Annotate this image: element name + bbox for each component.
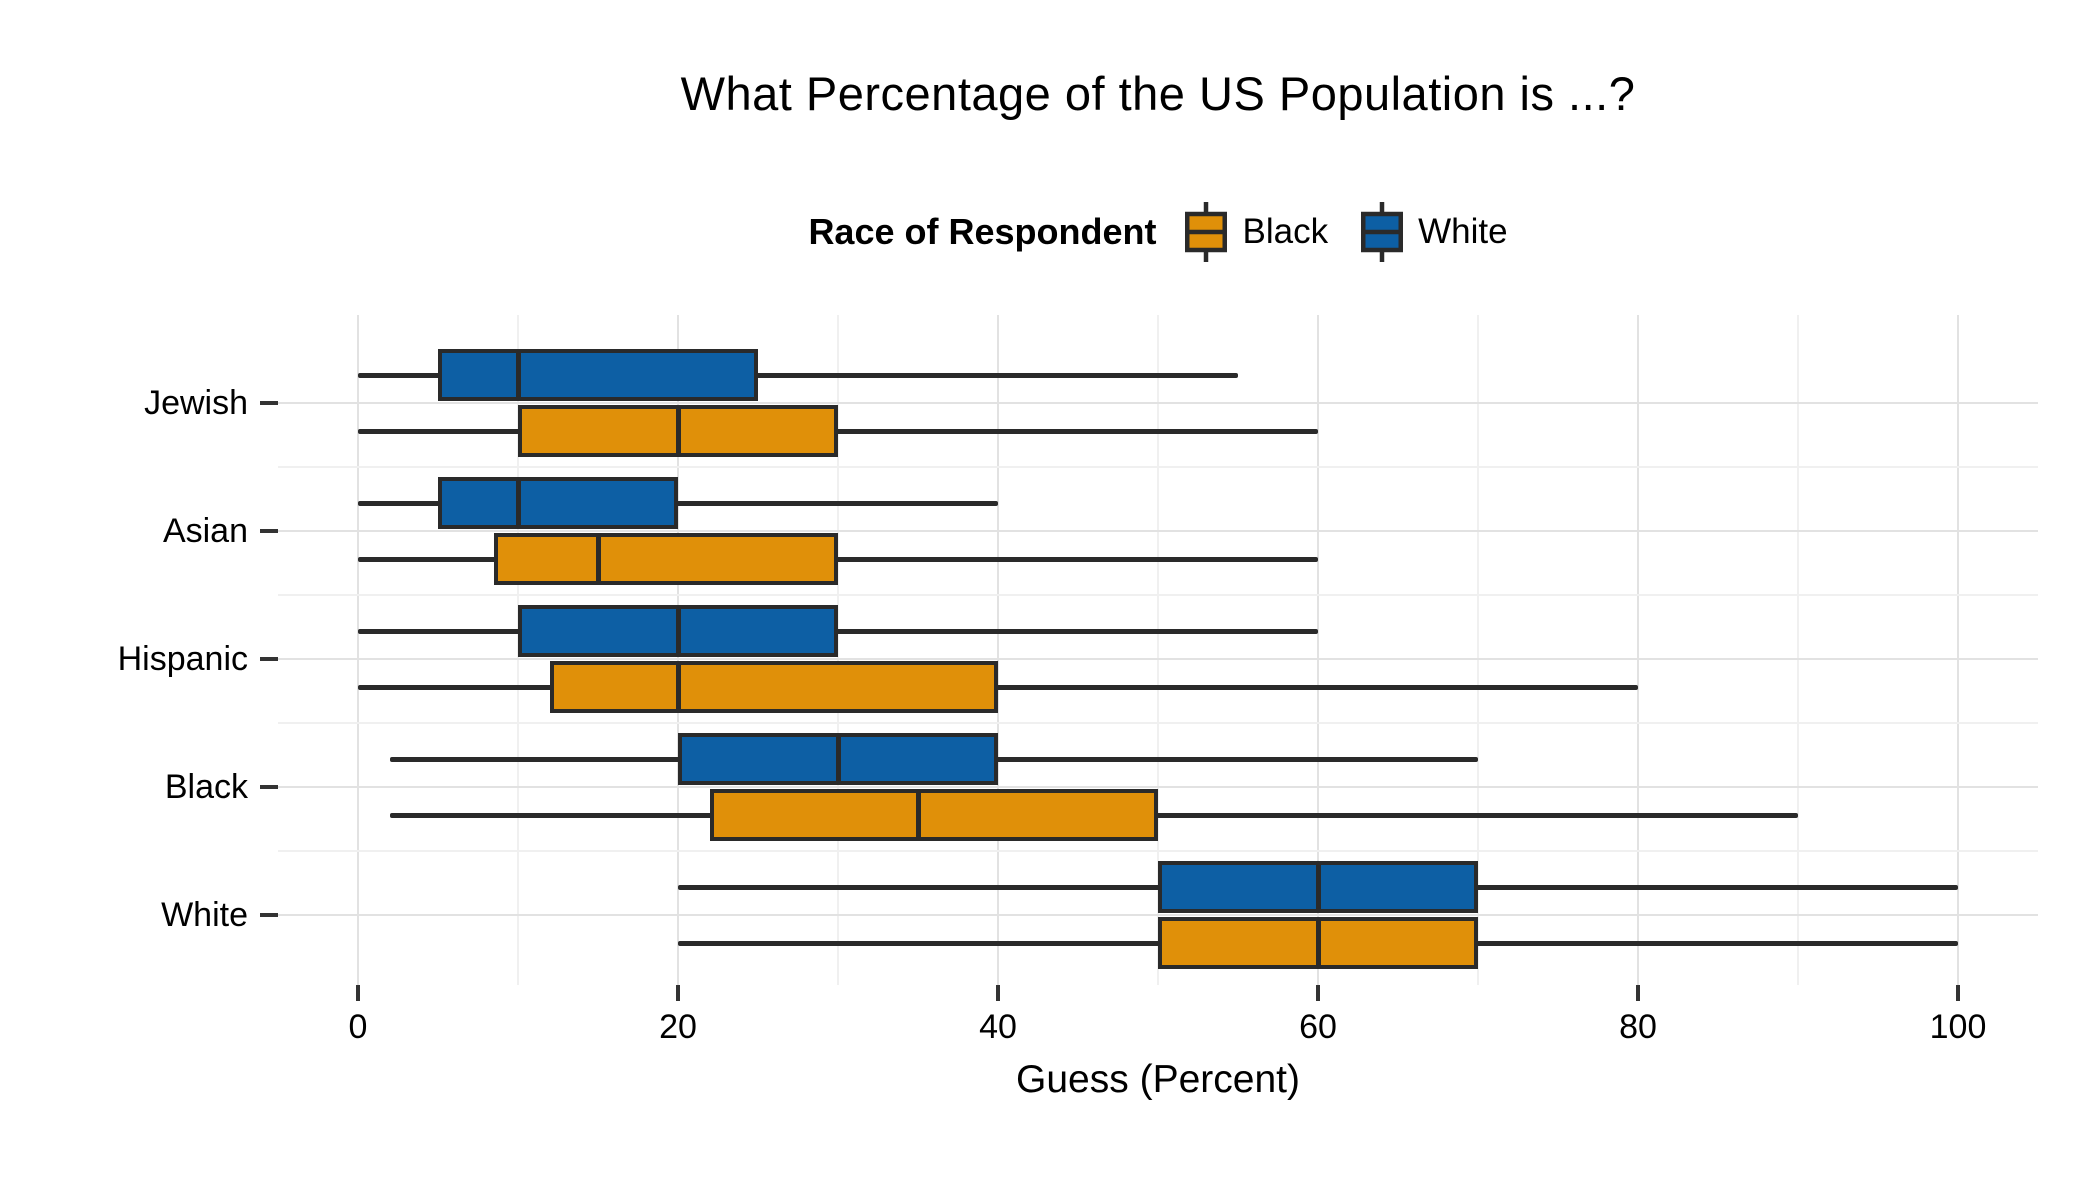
x-tick-mark bbox=[1635, 985, 1641, 1001]
gridline-minor-y bbox=[278, 466, 2038, 468]
gridline-minor-x bbox=[1157, 315, 1159, 985]
gridline-minor-x bbox=[1477, 315, 1479, 985]
y-tick-mark bbox=[260, 400, 278, 406]
whisker bbox=[358, 628, 1318, 634]
gridline-major-x bbox=[1316, 315, 1320, 985]
box bbox=[438, 477, 678, 529]
gridline-minor-y bbox=[278, 594, 2038, 596]
median-line bbox=[675, 661, 681, 713]
gridline-major-x bbox=[1636, 315, 1640, 985]
legend-item: Black bbox=[1182, 200, 1328, 264]
median-line bbox=[675, 605, 681, 657]
gridline-major-y bbox=[278, 913, 2038, 917]
x-axis-title: Guess (Percent) bbox=[1016, 1058, 1300, 1101]
box bbox=[438, 349, 758, 401]
x-tick-mark bbox=[675, 985, 681, 1001]
x-tick-label: 100 bbox=[1929, 1008, 1987, 1046]
gridline-major-x bbox=[996, 315, 1000, 985]
gridline-major-x bbox=[356, 315, 360, 985]
whisker bbox=[358, 428, 1318, 434]
x-tick-label: 20 bbox=[659, 1008, 697, 1046]
x-tick-mark bbox=[1315, 985, 1321, 1001]
median-line bbox=[675, 405, 681, 457]
median-line bbox=[515, 349, 521, 401]
chart-title: What Percentage of the US Population is … bbox=[680, 67, 1636, 120]
x-tick-label: 80 bbox=[1619, 1008, 1657, 1046]
gridline-major-y bbox=[278, 401, 2038, 405]
y-tick-mark bbox=[260, 784, 278, 790]
y-tick-mark bbox=[260, 656, 278, 662]
y-category-label: Asian bbox=[162, 512, 248, 550]
y-category-label: Jewish bbox=[144, 384, 248, 422]
box bbox=[494, 533, 838, 585]
box bbox=[710, 789, 1158, 841]
legend-label: Black bbox=[1242, 212, 1329, 251]
x-tick-mark bbox=[995, 985, 1001, 1001]
legend-key-boxplot-icon bbox=[1361, 202, 1404, 262]
legend-label: White bbox=[1418, 212, 1508, 251]
median-line bbox=[835, 733, 841, 785]
median-line bbox=[595, 533, 601, 585]
whisker bbox=[358, 556, 1318, 562]
gridline-major-y bbox=[278, 529, 2038, 533]
whisker bbox=[358, 500, 998, 506]
gridline-minor-y bbox=[278, 850, 2038, 852]
y-tick-mark bbox=[260, 528, 278, 534]
plot-panel bbox=[278, 315, 2038, 985]
legend-item: White bbox=[1358, 200, 1508, 264]
box bbox=[550, 661, 998, 713]
gridline-minor-x bbox=[1797, 315, 1799, 985]
median-line bbox=[915, 789, 921, 841]
median-line bbox=[1315, 917, 1321, 969]
gridline-major-x bbox=[1956, 315, 1960, 985]
gridline-major-y bbox=[278, 785, 2038, 789]
whisker bbox=[358, 372, 1238, 378]
median-line bbox=[1315, 861, 1321, 913]
x-tick-mark bbox=[355, 985, 361, 1001]
whisker bbox=[358, 684, 1638, 690]
x-tick-label: 0 bbox=[348, 1008, 368, 1046]
y-category-label: Black bbox=[164, 768, 248, 806]
gridline-minor-y bbox=[278, 722, 2038, 724]
gridline-major-y bbox=[278, 657, 2038, 661]
x-tick-label: 60 bbox=[1299, 1008, 1337, 1046]
y-category-label: Hispanic bbox=[117, 640, 248, 678]
median-line bbox=[515, 477, 521, 529]
legend-title: Race of Respondent bbox=[808, 211, 1157, 252]
legend: Race of Respondent Black White bbox=[278, 196, 2038, 268]
y-tick-mark bbox=[260, 912, 278, 918]
y-category-label: White bbox=[161, 896, 248, 934]
legend-key-boxplot-icon bbox=[1185, 202, 1228, 262]
x-tick-mark bbox=[1955, 985, 1961, 1001]
legend-items: Black White bbox=[1182, 200, 1508, 264]
gridline-minor-x bbox=[837, 315, 839, 985]
x-tick-label: 40 bbox=[979, 1008, 1017, 1046]
